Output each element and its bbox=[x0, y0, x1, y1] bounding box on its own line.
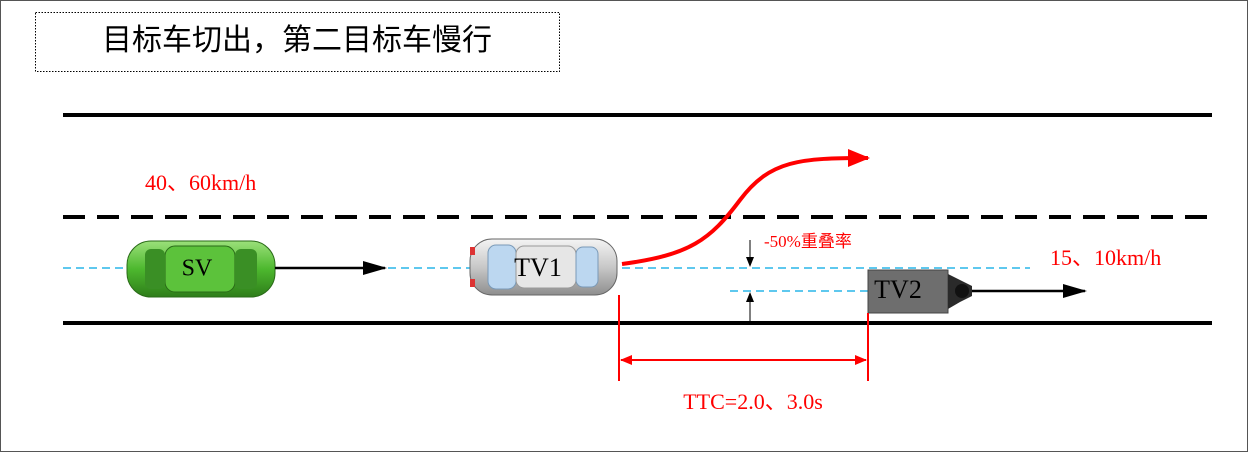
sv-speed: 40、60km/h bbox=[145, 170, 256, 195]
sv-label: SV bbox=[182, 256, 213, 282]
tv1-label: TV1 bbox=[514, 253, 562, 282]
tv2-speed: 15、10km/h bbox=[1050, 245, 1161, 270]
overlap-label: -50%重叠率 bbox=[764, 232, 852, 251]
ttc-label: TTC=2.0、3.0s bbox=[683, 389, 823, 414]
tv2-vehicle bbox=[867, 269, 972, 314]
tv2-label: TV2 bbox=[874, 275, 922, 304]
tv1-car bbox=[469, 238, 618, 296]
sv-car bbox=[126, 240, 276, 298]
cut-out-path bbox=[621, 149, 870, 266]
title: 目标车切出，第二目标车慢行 bbox=[102, 24, 492, 57]
title-box bbox=[35, 12, 560, 72]
